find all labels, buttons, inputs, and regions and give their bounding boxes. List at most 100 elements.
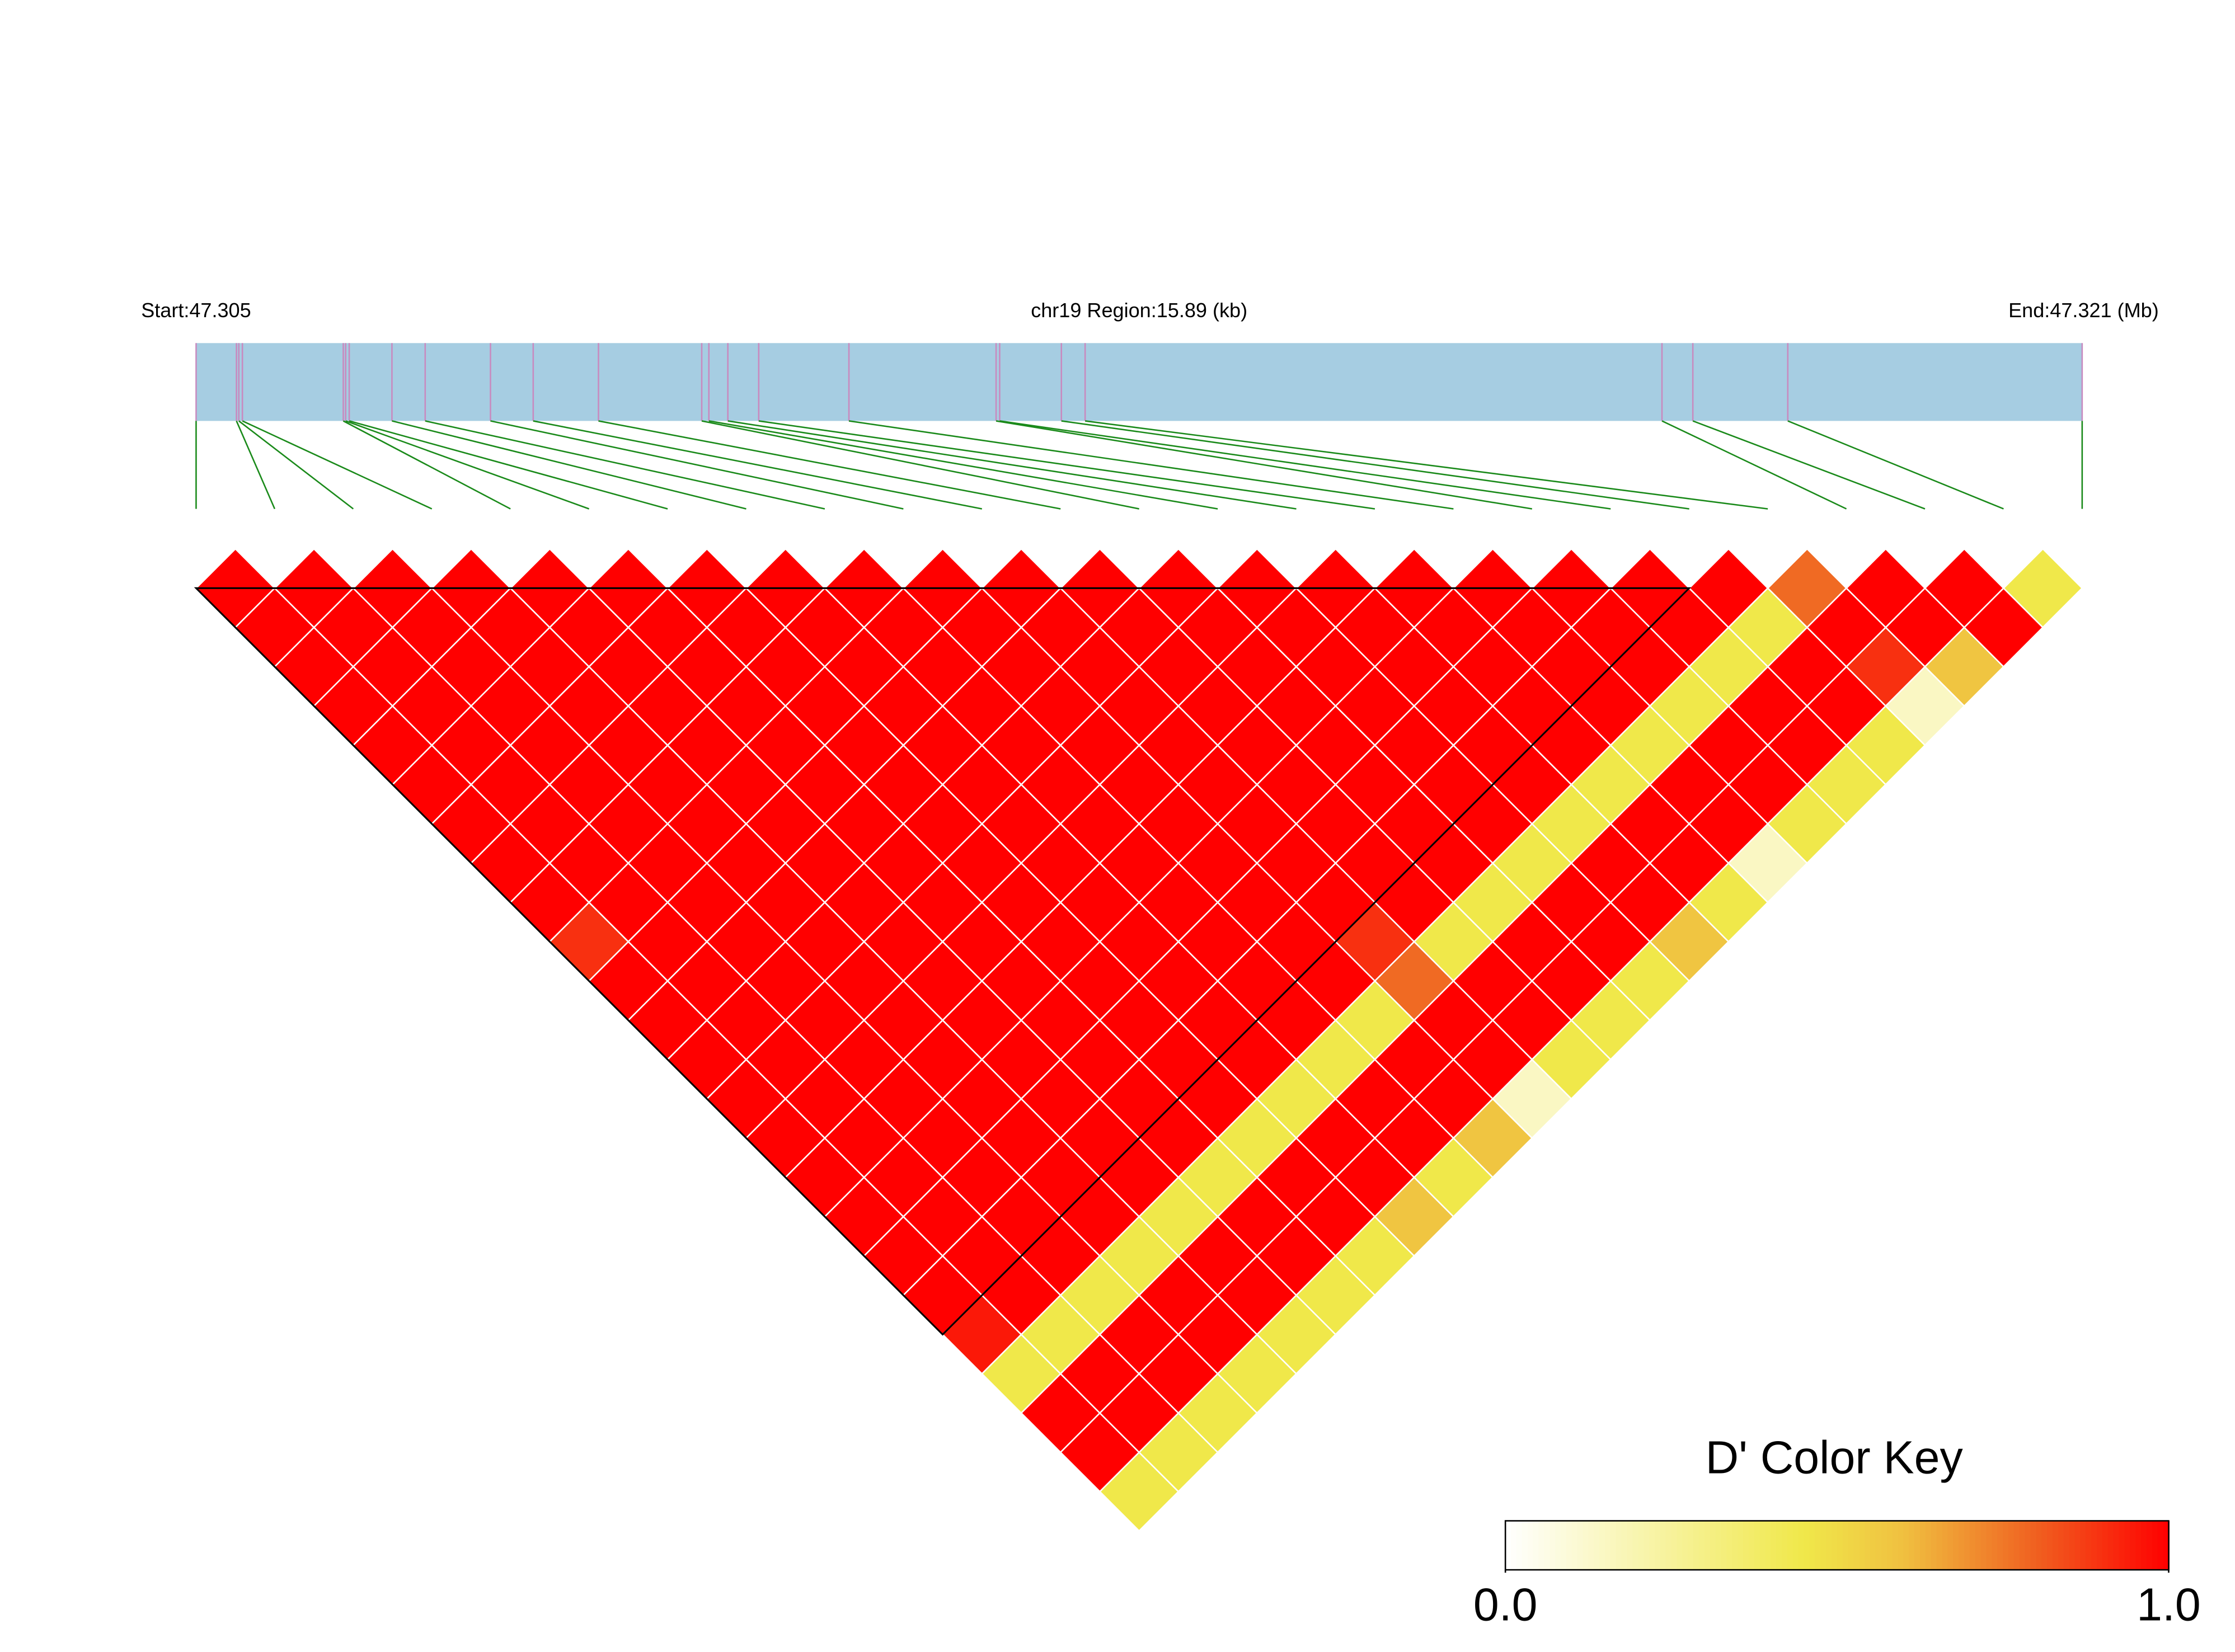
snp-connector — [598, 420, 1061, 510]
key-swatch — [1942, 1521, 1948, 1570]
key-swatch — [2063, 1521, 2070, 1570]
key-swatch — [2124, 1521, 2131, 1570]
snp-connector — [996, 420, 1533, 510]
key-swatch — [1644, 1521, 1650, 1570]
key-swatch — [1992, 1521, 1998, 1570]
key-swatch — [1732, 1521, 1739, 1570]
key-title: D' Color Key — [1706, 1432, 1964, 1483]
snp-connector — [342, 420, 511, 510]
key-swatch — [1759, 1521, 1766, 1570]
key-swatch — [1588, 1521, 1595, 1570]
key-swatch — [1903, 1521, 1910, 1570]
key-swatch — [1997, 1521, 2004, 1570]
key-swatch — [1925, 1521, 1932, 1570]
key-swatch — [1975, 1521, 1982, 1570]
key-swatch — [1583, 1521, 1589, 1570]
key-swatch — [1964, 1521, 1971, 1570]
start-label: Start:47.305 — [141, 299, 251, 322]
key-swatch — [1544, 1521, 1551, 1570]
snp-connector — [708, 420, 1218, 510]
key-swatch — [1516, 1521, 1523, 1570]
key-swatch — [1560, 1521, 1567, 1570]
key-swatch — [1677, 1521, 1683, 1570]
key-swatch — [1665, 1521, 1673, 1570]
snp-connector — [349, 420, 668, 510]
key-swatch — [2157, 1521, 2164, 1570]
key-swatch — [1892, 1521, 1899, 1570]
key-swatch — [2058, 1521, 2065, 1570]
key-swatch — [1986, 1521, 1993, 1570]
key-swatch — [1969, 1521, 1976, 1570]
key-swatch — [1522, 1521, 1529, 1570]
key-swatch — [1792, 1521, 1800, 1570]
key-swatch — [2130, 1521, 2137, 1570]
key-swatch — [1848, 1521, 1854, 1570]
snp-connector — [425, 420, 825, 510]
key-swatch — [1765, 1521, 1772, 1570]
key-swatch — [1914, 1521, 1921, 1570]
key-swatch — [1826, 1521, 1833, 1570]
chart-title: chr19 Region:15.89 (kb) — [1031, 299, 1247, 322]
key-swatch — [1511, 1521, 1518, 1570]
key-swatch — [1715, 1521, 1722, 1570]
key-swatch — [1875, 1521, 1882, 1570]
key-swatch — [1870, 1521, 1877, 1570]
key-swatch — [1936, 1521, 1943, 1570]
key-swatch — [1980, 1521, 1988, 1570]
key-swatch — [1698, 1521, 1706, 1570]
key-swatch — [1654, 1521, 1661, 1570]
snp-connector — [533, 420, 983, 510]
key-swatch — [1599, 1521, 1606, 1570]
key-swatch — [1704, 1521, 1711, 1570]
key-swatch — [2152, 1521, 2159, 1570]
key-swatch — [2080, 1521, 2087, 1570]
key-swatch — [1881, 1521, 1888, 1570]
snp-connector — [848, 420, 1454, 510]
snp-connector — [392, 420, 746, 510]
key-swatch — [1931, 1521, 1938, 1570]
key-swatch — [1693, 1521, 1700, 1570]
key-swatch — [2047, 1521, 2054, 1570]
key-swatch — [2025, 1521, 2032, 1570]
key-swatch — [2113, 1521, 2120, 1570]
key-swatch — [1886, 1521, 1894, 1570]
key-swatch — [1919, 1521, 1927, 1570]
key-swatch — [1594, 1521, 1600, 1570]
key-swatch — [1726, 1521, 1733, 1570]
snp-connector — [238, 420, 354, 510]
key-tick-label: 1.0 — [2137, 1579, 2201, 1630]
snp-connector — [345, 420, 590, 510]
key-swatch — [2030, 1521, 2037, 1570]
key-swatch — [1959, 1521, 1965, 1570]
snp-connector — [758, 420, 1375, 510]
key-swatch — [1809, 1521, 1816, 1570]
key-swatch — [1538, 1521, 1545, 1570]
key-swatch — [2097, 1521, 2103, 1570]
key-swatch — [1865, 1521, 1871, 1570]
key-swatch — [1555, 1521, 1562, 1570]
snp-connector — [701, 420, 1139, 510]
key-swatch — [1859, 1521, 1866, 1570]
key-swatch — [1682, 1521, 1689, 1570]
key-swatch — [1632, 1521, 1639, 1570]
key-swatch — [2019, 1521, 2026, 1570]
key-border — [1504, 1520, 2170, 1571]
key-swatch — [1638, 1521, 1645, 1570]
key-swatch — [1837, 1521, 1844, 1570]
key-swatch — [1754, 1521, 1761, 1570]
key-swatch — [1771, 1521, 1777, 1570]
snp-connector — [999, 420, 1611, 510]
key-swatch — [1604, 1521, 1612, 1570]
snp-connector — [1692, 420, 1926, 510]
key-swatch — [2102, 1521, 2109, 1570]
key-swatch — [1721, 1521, 1727, 1570]
key-swatch — [2008, 1521, 2015, 1570]
key-swatch — [1660, 1521, 1667, 1570]
key-swatch — [1610, 1521, 1617, 1570]
key-swatch — [2053, 1521, 2059, 1570]
snp-connector — [1787, 420, 2004, 510]
key-swatch — [1782, 1521, 1788, 1570]
key-tick-label: 0.0 — [1473, 1579, 1538, 1630]
key-swatch — [1566, 1521, 1573, 1570]
